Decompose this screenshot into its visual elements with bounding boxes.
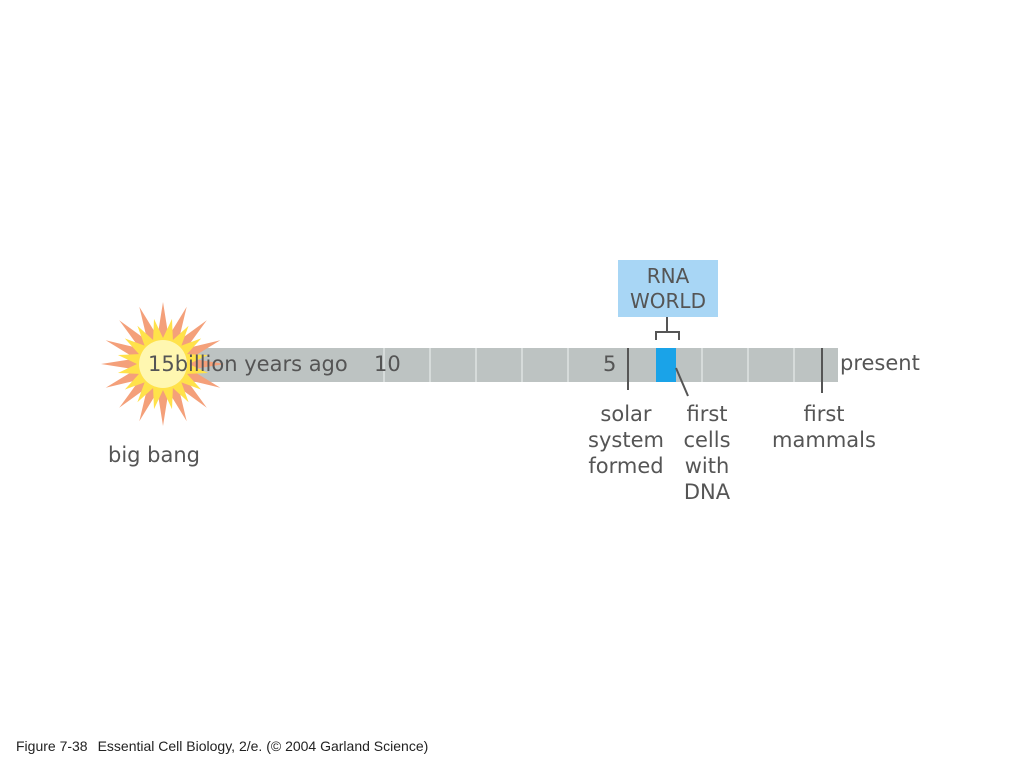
first-cells-label: first cells with DNA bbox=[672, 401, 742, 505]
tick-label-5: 5 bbox=[603, 352, 617, 376]
solar-system-line1: solar bbox=[600, 402, 652, 426]
solar-system-line2: system bbox=[588, 428, 664, 452]
solar-system-label: solar system formed bbox=[576, 401, 676, 479]
timeline-dividers bbox=[383, 348, 795, 382]
figure-caption: Figure 7-38 Essential Cell Biology, 2/e. … bbox=[16, 738, 428, 754]
rna-world-line2: WORLD bbox=[630, 289, 706, 313]
first-mammals-line2: mammals bbox=[772, 428, 876, 452]
rna-world-line1: RNA bbox=[646, 264, 690, 288]
first-cells-line3: with bbox=[684, 454, 730, 478]
timeline-bar bbox=[160, 348, 838, 382]
first-cells-line1: first bbox=[686, 402, 728, 426]
present-label: present bbox=[840, 351, 920, 375]
big-bang-starburst bbox=[101, 302, 225, 426]
rna-world-box: RNA WORLD bbox=[618, 260, 718, 317]
starburst-core bbox=[139, 340, 187, 388]
first-cells-marker bbox=[675, 367, 689, 397]
rna-world-bracket bbox=[655, 317, 680, 340]
first-cells-line4: DNA bbox=[683, 480, 731, 504]
first-cells-line2: cells bbox=[683, 428, 731, 452]
first-mammals-label: first mammals bbox=[764, 401, 884, 453]
tick-label-10: 10 bbox=[374, 352, 401, 376]
first-mammals-line1: first bbox=[803, 402, 845, 426]
caption-source: Essential Cell Biology, 2/e. (© 2004 Gar… bbox=[97, 738, 429, 754]
figure-number: Figure 7-38 bbox=[16, 738, 88, 754]
solar-system-line3: formed bbox=[588, 454, 664, 478]
big-bang-label: big bang bbox=[108, 443, 201, 467]
start-label: 15billion years ago bbox=[148, 352, 348, 376]
rna-world-segment bbox=[656, 348, 676, 382]
